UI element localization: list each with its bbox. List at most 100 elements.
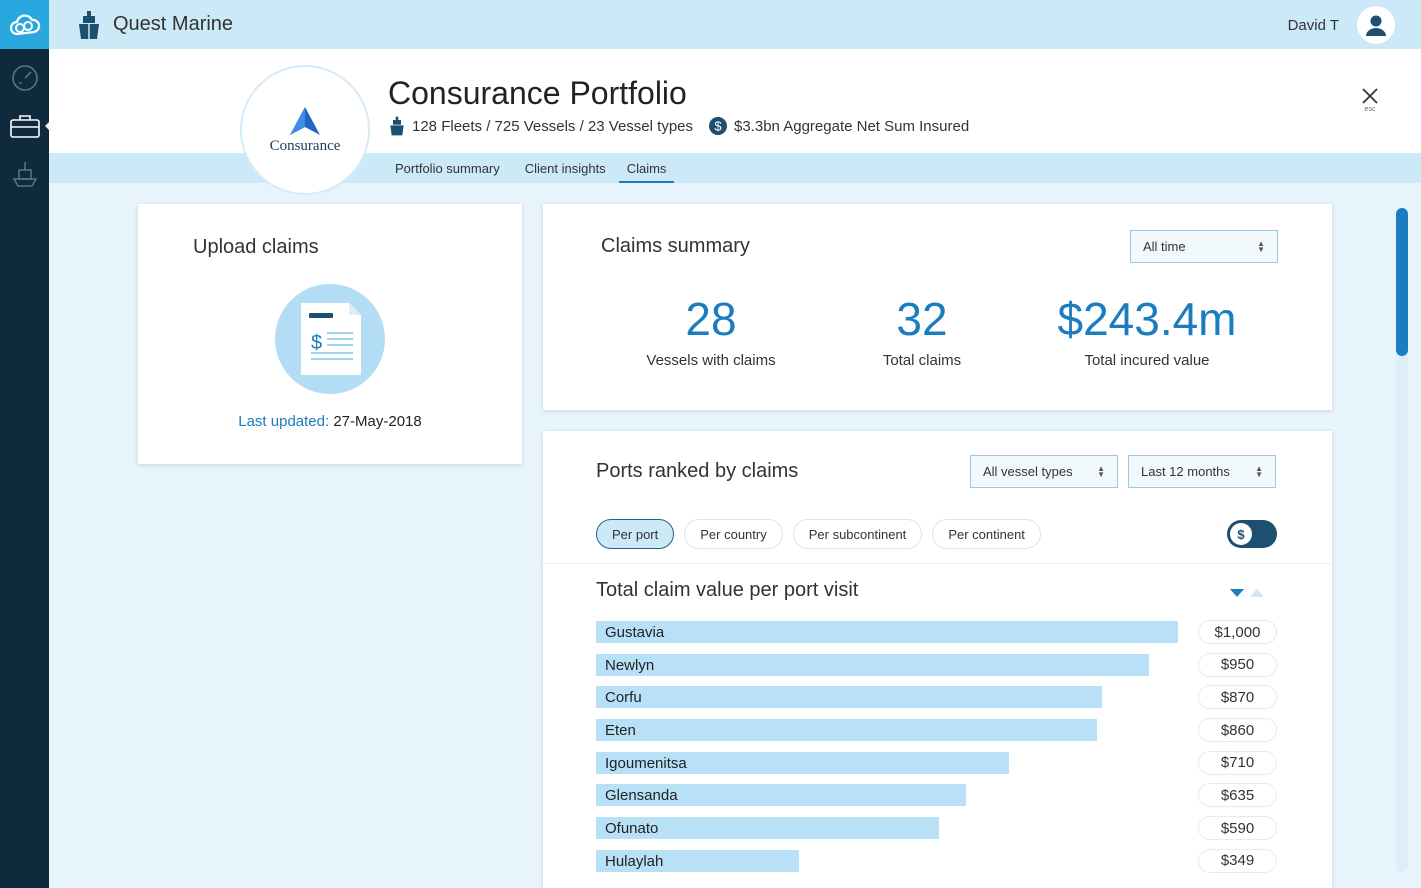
consurance-logo-mark bbox=[290, 106, 320, 135]
ports-ranked-title: Ports ranked by claims bbox=[596, 460, 799, 482]
port-value-badge: $1,000 bbox=[1198, 620, 1277, 644]
port-row[interactable]: Newlyn $950 bbox=[596, 652, 1277, 677]
stat-label: Total incured value bbox=[1084, 352, 1210, 369]
close-button[interactable]: esc bbox=[1361, 87, 1379, 113]
port-row[interactable]: Igoumenitsa $710 bbox=[596, 750, 1277, 775]
user-name: David T bbox=[1287, 16, 1339, 34]
vessel-type-select[interactable]: All vessel types ▲ ▼ bbox=[970, 455, 1118, 488]
stat-label: Vessels with claims bbox=[646, 352, 776, 369]
port-row[interactable]: Hulaylah $349 bbox=[596, 848, 1277, 873]
pill-per-country[interactable]: Per country bbox=[684, 519, 783, 549]
currency-toggle[interactable]: $ bbox=[1227, 520, 1277, 548]
port-name: Newlyn bbox=[605, 656, 655, 674]
port-name: Hulaylah bbox=[605, 852, 664, 870]
sort-control[interactable] bbox=[1229, 588, 1265, 598]
user-menu[interactable]: David T bbox=[1288, 6, 1395, 44]
brand-name: Quest Marine bbox=[113, 13, 234, 35]
port-name: Eten bbox=[605, 722, 636, 740]
briefcase-icon bbox=[9, 115, 40, 138]
last-updated-value: 27-May-2018 bbox=[333, 413, 422, 430]
period-select[interactable]: All time ▲ ▼ bbox=[1130, 230, 1278, 263]
sort-asc-icon[interactable] bbox=[1249, 588, 1265, 598]
port-row[interactable]: Corfu $870 bbox=[596, 685, 1277, 710]
app-logo[interactable] bbox=[0, 0, 49, 49]
port-bar bbox=[596, 784, 966, 807]
stat-vessels: 28 Vessels with claims bbox=[611, 292, 811, 369]
port-bar bbox=[596, 621, 1178, 643]
svg-text:$: $ bbox=[714, 119, 722, 134]
fleet-stats-text: 128 Fleets / 725 Vessels / 23 Vessel typ… bbox=[412, 117, 694, 135]
ship-icon bbox=[390, 116, 404, 136]
ports-period-select-value: Last 12 months bbox=[1141, 464, 1230, 479]
ports-ranked-card: Ports ranked by claims All vessel types … bbox=[543, 431, 1332, 888]
client-logo-text: Consurance bbox=[269, 137, 341, 154]
port-name: Gustavia bbox=[605, 624, 665, 641]
scrollbar-thumb[interactable] bbox=[1396, 208, 1408, 356]
select-arrows-icon: ▲ ▼ bbox=[1257, 238, 1265, 254]
upload-claims-title: Upload claims bbox=[193, 236, 319, 258]
cloud-logo-icon bbox=[9, 13, 40, 35]
port-row[interactable]: Eten $860 bbox=[596, 718, 1277, 743]
period-select-value: All time bbox=[1143, 239, 1186, 254]
upload-claims-card: Upload claims $ Last updated: 27-May-201… bbox=[138, 204, 522, 464]
scrollbar-track[interactable] bbox=[1396, 208, 1408, 872]
tab-client-insights[interactable]: Client insights bbox=[524, 161, 606, 176]
sort-desc-icon[interactable] bbox=[1229, 588, 1245, 598]
port-bar bbox=[596, 849, 799, 872]
port-row[interactable]: Glensanda $635 bbox=[596, 783, 1277, 808]
pill-per-continent[interactable]: Per continent bbox=[932, 519, 1041, 549]
stat-value: 28 bbox=[685, 293, 737, 345]
port-row[interactable]: Gustavia $1,000 bbox=[596, 620, 1277, 644]
stat-incurred-value: $243.4m Total incured value bbox=[1037, 292, 1257, 369]
port-name: Glensanda bbox=[605, 787, 678, 805]
port-name: Igoumenitsa bbox=[605, 754, 687, 772]
select-arrows-icon: ▲ ▼ bbox=[1097, 463, 1105, 479]
last-updated-label: Last updated: bbox=[238, 413, 330, 430]
nav-vessels[interactable] bbox=[7, 157, 43, 191]
stat-total-claims: 32 Total claims bbox=[822, 292, 1022, 369]
gauge-icon bbox=[11, 65, 38, 91]
port-value-badge: $710 bbox=[1198, 750, 1277, 775]
last-updated: Last updated: 27-May-2018 bbox=[138, 413, 522, 430]
port-name: Corfu bbox=[605, 689, 642, 707]
sum-insured-text: $3.3bn Aggregate Net Sum Insured bbox=[734, 117, 970, 135]
brand[interactable]: Quest Marine bbox=[77, 10, 233, 40]
port-bar-list: Gustavia $1,000 Newlyn $950 Corfu $870 Eten $86… bbox=[596, 620, 1277, 883]
avatar[interactable] bbox=[1357, 6, 1395, 44]
user-icon bbox=[1366, 15, 1386, 36]
port-bar bbox=[596, 817, 939, 840]
stat-value: 32 bbox=[896, 293, 948, 345]
dollar-coin-icon: $ bbox=[709, 117, 728, 135]
port-value-badge: $860 bbox=[1198, 718, 1277, 743]
port-value-badge: $870 bbox=[1198, 685, 1277, 710]
top-bar: Quest Marine David T bbox=[49, 0, 1421, 49]
sidebar bbox=[0, 0, 51, 888]
fleet-stats: 128 Fleets / 725 Vessels / 23 Vessel typ… bbox=[389, 116, 693, 136]
upload-drop-zone[interactable]: $ bbox=[275, 284, 385, 394]
port-bar bbox=[596, 719, 1097, 742]
select-arrows-icon: ▲ ▼ bbox=[1255, 463, 1263, 479]
chart-subtitle: Total claim value per port visit bbox=[596, 579, 859, 601]
stat-label: Total claims bbox=[882, 352, 962, 369]
tab-claims[interactable]: Claims bbox=[618, 153, 675, 183]
ship-icon bbox=[12, 162, 37, 187]
pill-per-port[interactable]: Per port bbox=[596, 519, 675, 549]
port-bar bbox=[596, 751, 1009, 774]
port-name: Ofunato bbox=[605, 820, 659, 838]
page-title: Consurance Portfolio bbox=[388, 75, 687, 111]
sum-insured: $ $3.3bn Aggregate Net Sum Insured bbox=[709, 117, 969, 135]
tab-portfolio-summary[interactable]: Portfolio summary bbox=[395, 161, 500, 176]
divider bbox=[543, 563, 1332, 564]
nav-dashboard[interactable] bbox=[7, 61, 43, 95]
nav-portfolio[interactable] bbox=[7, 109, 51, 143]
esc-hint: esc bbox=[1364, 106, 1376, 113]
port-row[interactable]: Ofunato $590 bbox=[596, 816, 1277, 841]
invoice-document-icon: $ bbox=[301, 303, 361, 375]
port-value-badge: $349 bbox=[1198, 848, 1277, 873]
svg-text:$: $ bbox=[311, 332, 322, 354]
grouping-pills: Per port Per country Per subcontinent Pe… bbox=[596, 519, 1041, 549]
pill-per-subcontinent[interactable]: Per subcontinent bbox=[792, 519, 923, 549]
close-icon bbox=[1362, 88, 1378, 104]
port-value-badge: $950 bbox=[1198, 652, 1277, 677]
ports-period-select[interactable]: Last 12 months ▲ ▼ bbox=[1128, 455, 1276, 488]
